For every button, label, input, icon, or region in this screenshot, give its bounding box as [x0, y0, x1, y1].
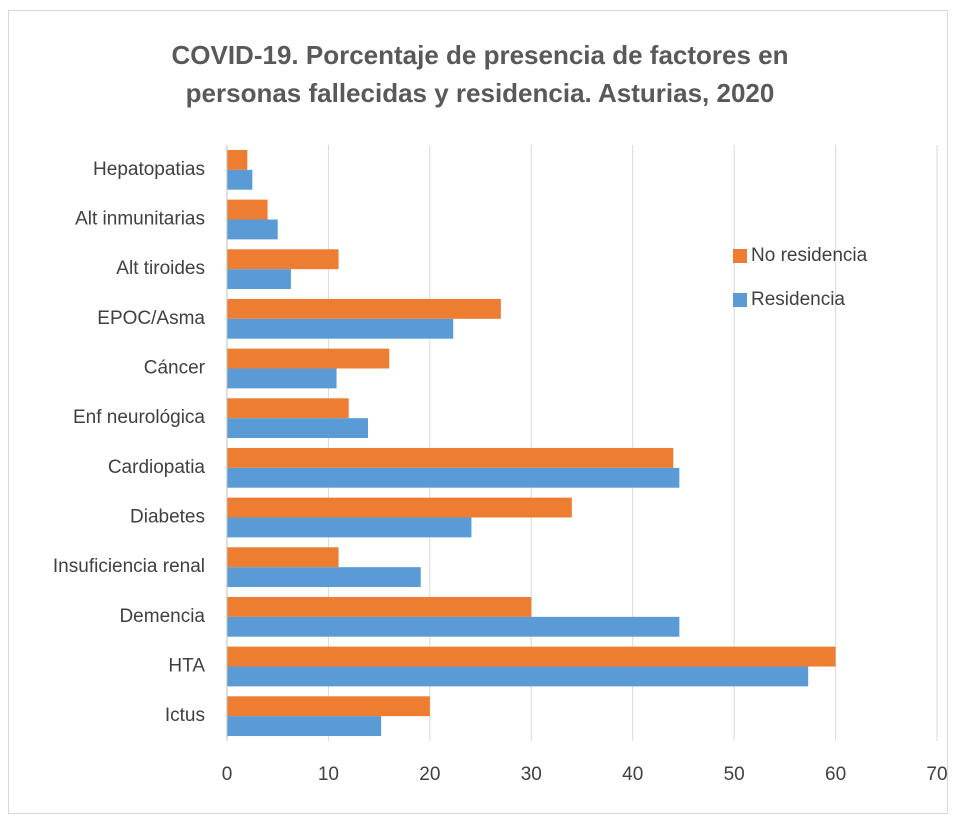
y-tick-label: Ictus: [165, 705, 205, 726]
bar: [227, 199, 268, 220]
y-tick-label: EPOC/Asma: [97, 308, 205, 329]
x-tick-label: 0: [222, 764, 233, 785]
bar: [227, 517, 472, 538]
y-tick-label: Cardiopatia: [108, 457, 206, 478]
bar: [227, 368, 337, 389]
y-tick-label: Cáncer: [144, 358, 206, 379]
x-tick-label: 20: [419, 764, 440, 785]
bar: [227, 497, 572, 518]
bar: [227, 646, 836, 667]
chart-title: COVID-19. Porcentaje de presencia de fac…: [171, 40, 789, 108]
chart-frame: [8, 10, 948, 814]
bar: [227, 447, 674, 468]
bar: [227, 219, 278, 240]
bar: [227, 716, 382, 737]
legend-swatch: [733, 249, 747, 263]
y-tick-label: Alt tiroides: [116, 258, 205, 279]
legend-label: Residencia: [751, 289, 845, 310]
x-tick-label: 30: [521, 764, 542, 785]
bar: [227, 547, 339, 568]
bar: [227, 169, 253, 190]
bar: [227, 398, 349, 419]
bar: [227, 249, 339, 270]
bar: [227, 418, 368, 439]
bar: [227, 298, 501, 319]
x-tick-label: 70: [926, 764, 947, 785]
bar: [227, 467, 680, 488]
bar: [227, 149, 248, 170]
x-tick-label: 10: [318, 764, 339, 785]
bar: [227, 596, 532, 617]
bar: [227, 318, 454, 339]
bar: [227, 616, 680, 637]
y-tick-label: HTA: [168, 656, 205, 677]
x-tick-label: 60: [825, 764, 846, 785]
y-tick-label: Alt inmunitarias: [75, 209, 205, 230]
legend-label: No residencia: [751, 245, 868, 266]
bar: [227, 666, 809, 687]
y-tick-label: Hepatopatias: [93, 159, 205, 180]
legend-swatch: [733, 293, 747, 307]
x-tick-label: 50: [724, 764, 745, 785]
bar: [227, 269, 291, 290]
x-tick-label: 40: [622, 764, 643, 785]
y-tick-label: Enf neurológica: [73, 407, 205, 428]
bar: [227, 348, 390, 369]
bar: [227, 696, 430, 717]
bar: [227, 567, 421, 588]
y-tick-label: Demencia: [119, 606, 205, 627]
y-tick-label: Insuficiencia renal: [53, 556, 205, 577]
y-tick-label: Diabetes: [130, 507, 205, 528]
